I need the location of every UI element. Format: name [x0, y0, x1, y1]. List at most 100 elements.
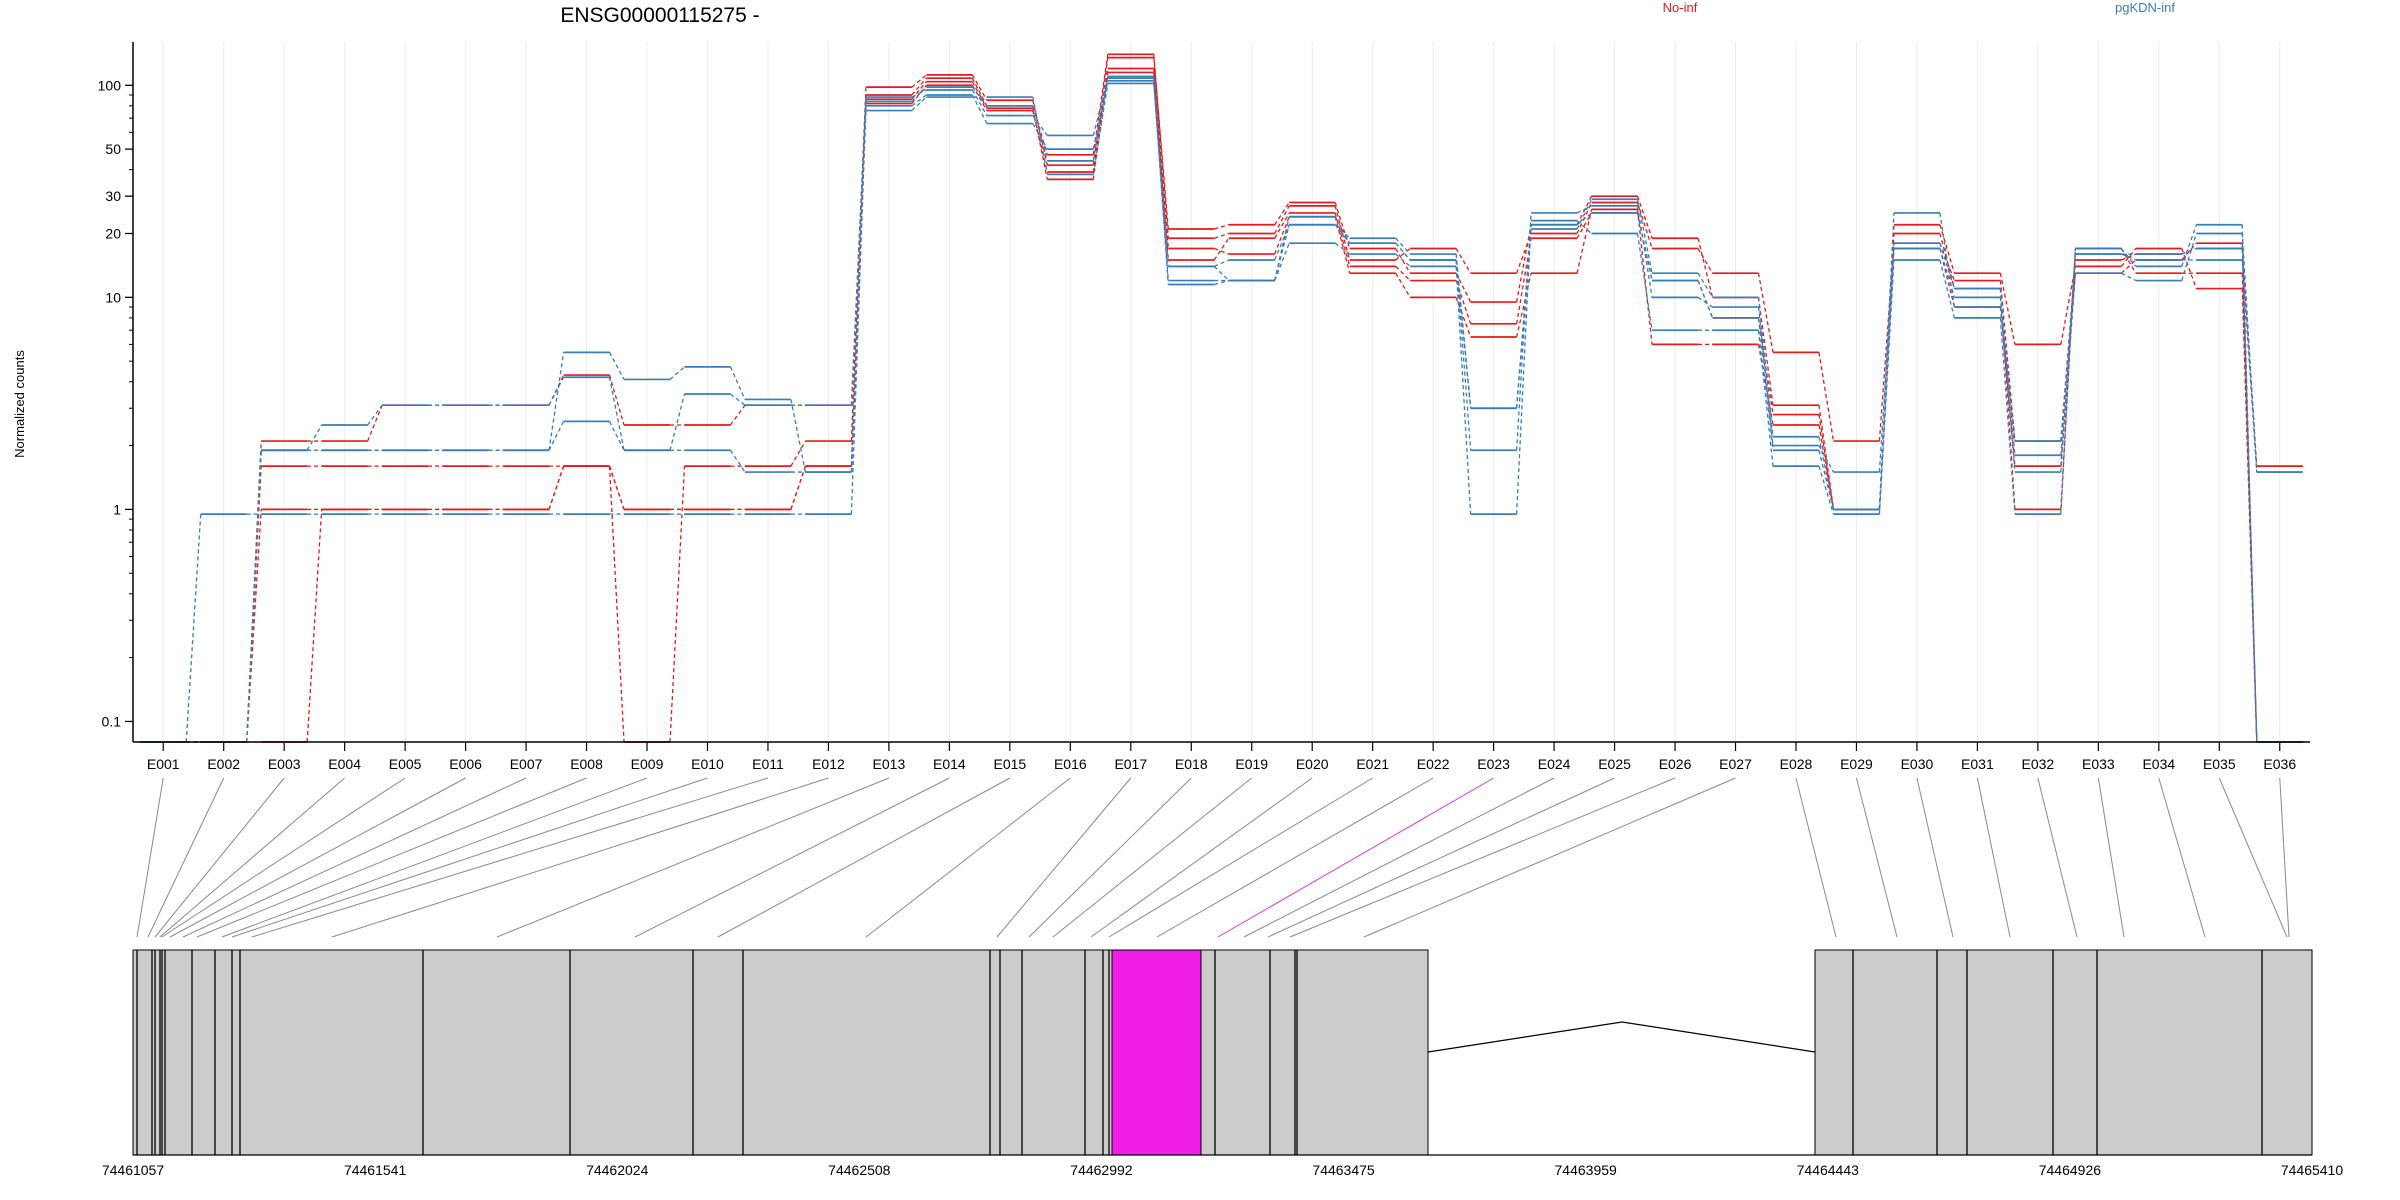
series-connector	[548, 421, 565, 451]
series-connector	[2241, 224, 2258, 743]
exon-connector	[1976, 777, 2011, 938]
x-tick-label: E017	[1114, 756, 1147, 772]
exon-connector	[2097, 777, 2125, 938]
series-connector	[730, 393, 746, 406]
series-connector	[1515, 273, 1532, 338]
x-tick-label: E019	[1235, 756, 1268, 772]
exon-connector	[634, 777, 950, 938]
series-connector	[608, 421, 625, 451]
exon-connector	[1108, 777, 1373, 938]
exon-connector	[159, 777, 345, 938]
exon-connector	[1028, 777, 1192, 938]
series-connector	[2241, 233, 2258, 473]
series-connector	[1939, 212, 1956, 308]
series-connector	[1636, 205, 1653, 298]
series-connector	[1455, 248, 1472, 274]
series-connector	[1213, 259, 1230, 267]
series-connector	[2120, 248, 2137, 274]
series-connector	[911, 86, 927, 102]
series-connector	[1153, 68, 1169, 249]
x-tick-label: E023	[1477, 756, 1510, 772]
y-tick-label: 50	[105, 141, 121, 157]
series-connector	[1092, 80, 1109, 150]
series-connector	[1515, 212, 1532, 451]
exon-connector	[182, 777, 527, 938]
x-tick-label: E010	[691, 756, 724, 772]
series-connector	[1274, 205, 1290, 234]
series-0	[140, 53, 2303, 743]
series-connector	[971, 94, 988, 124]
exon-connector-lines	[136, 777, 2290, 938]
x-tick-label: E022	[1417, 756, 1450, 772]
series-connector	[1818, 445, 1835, 473]
series-1	[140, 56, 2303, 743]
plot-area	[140, 53, 2303, 743]
exon-connector	[2037, 777, 2078, 938]
x-tick-label: E007	[510, 756, 543, 772]
series-connector	[1395, 242, 1411, 261]
x-tick-label: E001	[147, 756, 180, 772]
genomic-coordinate-axis: 74461057 74461541 74462024 74462508 74462992…	[102, 1154, 2343, 1178]
series-connector	[608, 466, 625, 743]
series-connector	[790, 440, 807, 467]
genomic-tick-label: 74462508	[828, 1162, 891, 1178]
series-connector	[1939, 259, 1956, 319]
series-connector	[1515, 228, 1532, 409]
axes: 0.1 1 10 20 30 50 100 E001 E002 E003 E004 E005 E006 E…	[98, 42, 2310, 772]
exon-connector	[1795, 777, 1837, 938]
series-connector	[1334, 216, 1351, 244]
exon-connector	[251, 777, 769, 938]
series-connector	[1153, 80, 1169, 285]
y-tick-label: 30	[105, 188, 121, 204]
x-tick-label: E031	[1961, 756, 1994, 772]
exon-connector	[1267, 777, 1615, 938]
series-connector	[1455, 272, 1472, 303]
series-connector	[1576, 195, 1593, 226]
series-connector	[1213, 265, 1230, 282]
series-connector	[971, 89, 988, 116]
series-connector	[1334, 224, 1351, 244]
series-connector	[1515, 224, 1532, 303]
series-4	[140, 79, 2303, 743]
x-tick-label: E024	[1538, 756, 1571, 772]
exon-connector	[496, 777, 890, 938]
series-connector	[2120, 248, 2137, 267]
x-tick-label: E005	[389, 756, 422, 772]
series-connector	[1455, 259, 1472, 409]
series-connector	[1395, 247, 1411, 261]
series-connector	[1334, 202, 1351, 249]
x-tick-label: E009	[631, 756, 664, 772]
series-connector	[2181, 233, 2197, 281]
y-tick-label: 20	[105, 226, 121, 242]
series-connector	[1939, 243, 1956, 289]
x-tick-label: E016	[1054, 756, 1087, 772]
series-connector	[1395, 253, 1411, 267]
x-tick-label: E025	[1598, 756, 1631, 772]
series-connector	[548, 352, 565, 451]
exon-connector	[1052, 777, 1253, 938]
genomic-tick-label: 74464926	[2039, 1162, 2102, 1178]
series-connector	[1878, 212, 1895, 510]
series-connector	[1274, 242, 1290, 281]
series-connector	[548, 465, 565, 510]
series-connector	[1274, 224, 1290, 281]
series-connector	[1636, 202, 1653, 249]
series-connector	[1697, 296, 1713, 308]
exon-block	[132, 949, 1429, 1156]
series-connector	[1274, 202, 1290, 226]
genomic-tick-label: 74461057	[102, 1162, 165, 1178]
series-connector	[790, 399, 807, 473]
series-connector	[1032, 96, 1048, 175]
series-connector	[1334, 212, 1351, 267]
series-connector	[1153, 54, 1169, 239]
exon-connector	[231, 777, 708, 938]
series-connector	[1878, 243, 1895, 442]
x-tick-label: E032	[2022, 756, 2055, 772]
series-connector	[608, 377, 625, 451]
series-7	[140, 82, 2303, 743]
x-tick-label: E002	[207, 756, 240, 772]
genomic-tick-label: 74462024	[586, 1162, 649, 1178]
series-connector	[1214, 224, 1229, 230]
x-tick-label: E011	[752, 756, 784, 772]
series-connector	[2241, 248, 2258, 743]
